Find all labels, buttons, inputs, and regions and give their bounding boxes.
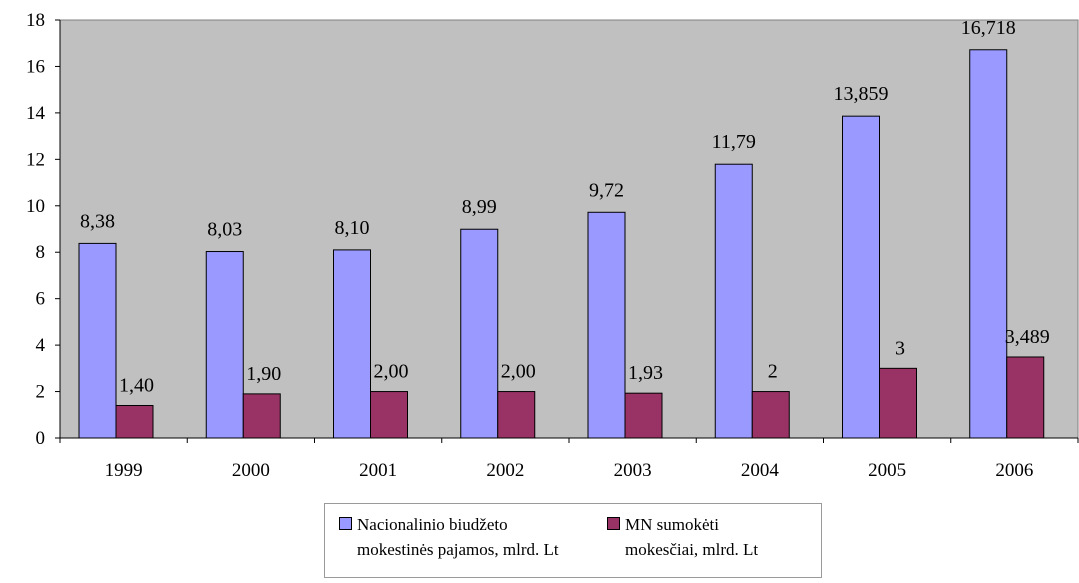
data-label-series-1-2006: 16,718 <box>961 17 1016 39</box>
bar-series-2-2006 <box>1006 356 1045 439</box>
data-label-series-1-2003: 9,72 <box>589 179 624 201</box>
bar-series-1-2000 <box>205 251 244 439</box>
bar-series-1-2006 <box>969 49 1008 439</box>
bar-series-2-2005 <box>879 367 917 439</box>
bar-series-1-1999 <box>78 242 117 439</box>
x-tick-label-2002: 2002 <box>486 460 524 481</box>
bar-series-2-2000 <box>242 393 281 439</box>
data-label-series-1-2005: 13,859 <box>834 83 889 105</box>
bar-series-1-2003 <box>587 211 626 439</box>
data-label-series-1-2001: 8,10 <box>335 217 370 239</box>
data-label-series-1-1999: 8,38 <box>80 210 115 232</box>
x-tick-label-2006: 2006 <box>995 460 1033 481</box>
x-tick-label-2004: 2004 <box>741 460 780 481</box>
legend-label-series-1-line-1: Nacionalinio biudžeto <box>357 515 508 534</box>
x-tick-label-1999: 1999 <box>105 460 143 481</box>
y-tick-label: 10 <box>26 196 45 217</box>
legend: Nacionalinio biudžeto mokestinės pajamos… <box>324 503 822 578</box>
data-label-series-1-2002: 8,99 <box>462 196 497 218</box>
y-tick-label: 14 <box>26 103 46 124</box>
y-tick-label: 0 <box>36 428 46 449</box>
y-tick-label: 4 <box>36 335 46 356</box>
legend-label-series-2-line-2: mokesčiai, mlrd. Lt <box>625 540 759 559</box>
legend-swatch-series-1 <box>339 517 352 530</box>
bar-series-2-2004 <box>751 391 790 439</box>
bar-series-1-2001 <box>333 249 371 439</box>
y-tick-label: 18 <box>26 10 45 31</box>
x-tick-label-2005: 2005 <box>868 460 906 481</box>
data-label-series-2-2001: 2,00 <box>374 361 409 383</box>
data-label-series-2-2006: 3,489 <box>1005 326 1050 348</box>
x-tick-label-2003: 2003 <box>614 460 652 481</box>
legend-label-series-1-line-2: mokestinės pajamos, mlrd. Lt <box>357 540 559 559</box>
y-tick-label: 12 <box>26 149 45 170</box>
data-label-series-2-2002: 2,00 <box>501 361 536 383</box>
bar-series-2-2002 <box>497 391 536 439</box>
data-label-series-2-1999: 1,40 <box>119 374 154 396</box>
legend-label-series-2-line-1: MN sumokėti <box>625 515 719 534</box>
data-label-series-2-2004: 2 <box>768 361 778 383</box>
y-tick-label: 16 <box>26 56 45 77</box>
y-tick-label: 6 <box>36 289 46 310</box>
bar-series-2-2003 <box>624 392 663 439</box>
data-label-series-1-2000: 8,03 <box>207 219 242 241</box>
x-tick-label-2000: 2000 <box>232 460 270 481</box>
bar-series-2-2001 <box>370 391 408 439</box>
legend-entry-series-2: MN sumokėti mokesčiai, mlrd. Lt <box>607 512 758 562</box>
data-label-series-2-2000: 1,90 <box>246 363 281 385</box>
y-tick-label: 2 <box>36 382 46 403</box>
bar-series-1-2004 <box>714 163 753 439</box>
bar-series-1-2002 <box>460 228 499 439</box>
data-label-series-2-2003: 1,93 <box>628 362 663 384</box>
bar-series-1-2005 <box>842 115 880 439</box>
bar-series-2-1999 <box>115 404 154 439</box>
legend-entry-series-1: Nacionalinio biudžeto mokestinės pajamos… <box>339 512 559 562</box>
data-label-series-1-2004: 11,79 <box>712 131 756 153</box>
bar-chart: 0 2 4 6 8 10 12 14 16 18 1999 2000 2001 2002 2003 2004… <box>26 10 1079 481</box>
x-tick-label-2001: 2001 <box>359 460 397 481</box>
legend-swatch-series-2 <box>607 517 620 530</box>
data-label-series-2-2005: 3 <box>895 337 905 359</box>
y-tick-label: 8 <box>36 242 46 263</box>
